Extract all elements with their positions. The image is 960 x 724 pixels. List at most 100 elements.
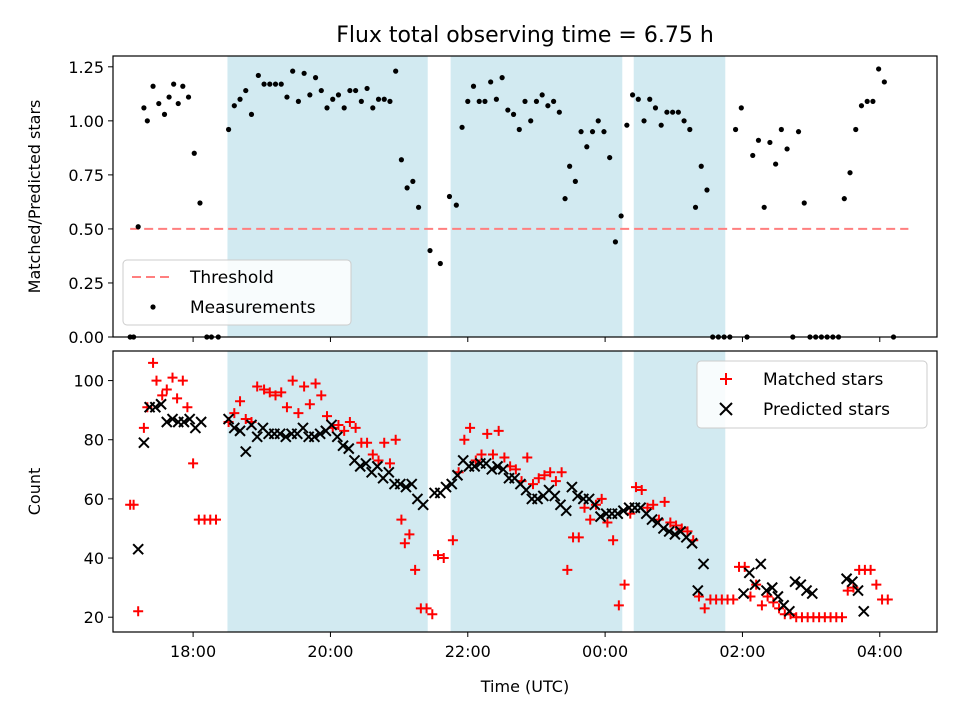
predicted-star-marker (405, 478, 418, 490)
matched-star-marker (157, 390, 168, 401)
predicted-star-marker (657, 522, 670, 535)
predicted-star-marker (400, 481, 412, 493)
legend-box (122, 259, 352, 326)
matched-star-marker (476, 449, 487, 460)
measurement-point (562, 196, 568, 202)
predicted-star-marker (280, 431, 292, 443)
y-tick-label: 0.75 (68, 166, 104, 185)
matched-star-marker (167, 372, 178, 383)
matched-star-marker (404, 529, 415, 540)
measurement-point (398, 157, 404, 163)
matched-star-marker (774, 603, 785, 614)
matched-star-marker (487, 449, 498, 460)
measurement-point (510, 111, 517, 117)
measurement-point (248, 111, 255, 117)
matched-star-marker (842, 585, 853, 596)
predicted-star-marker (611, 507, 624, 520)
matched-star-marker (671, 520, 682, 531)
matched-star-marker (379, 437, 390, 448)
measurement-point (847, 170, 853, 176)
measurement-point (330, 96, 336, 102)
measurement-point (381, 96, 387, 102)
predicted-star-marker (440, 481, 452, 493)
bottom-legend: Matched stars Predicted stars (696, 360, 928, 429)
matched-star-marker (138, 422, 149, 433)
matched-star-marker (229, 408, 240, 419)
matched-star-marker (148, 357, 159, 368)
predicted-star-marker (858, 605, 870, 618)
matched-star-marker (533, 473, 544, 484)
matched-star-marker (585, 514, 596, 525)
measurement-point (370, 105, 376, 111)
predicted-star-marker (354, 460, 366, 473)
matched-star-marker (270, 390, 281, 401)
matched-star-marker (151, 375, 162, 386)
measurement-point (618, 213, 624, 219)
predicted-star-marker (846, 576, 859, 588)
matched-star-marker (602, 517, 613, 528)
matched-star-marker (579, 502, 590, 513)
matched-star-marker (344, 416, 355, 427)
measurement-point (505, 107, 511, 113)
predicted-star-marker (195, 416, 207, 428)
predicted-star-marker (520, 484, 532, 496)
measurement-point (841, 196, 847, 202)
measurement-point (459, 124, 465, 130)
measurement-points (127, 66, 897, 340)
bottom-y-axis-label: Count (25, 468, 44, 516)
predicted-star-marker (646, 513, 658, 526)
predicted-star-marker (308, 431, 321, 443)
measurement-point (261, 81, 267, 87)
matched-star-marker (390, 434, 401, 445)
measurement-point (353, 87, 359, 94)
matched-star-marker (619, 579, 630, 590)
predicted-star-marker (800, 584, 813, 597)
predicted-star-marker (383, 466, 395, 478)
measurement-point (175, 100, 181, 107)
measurement-point (135, 224, 141, 230)
measurement-point (231, 103, 237, 109)
legend-box (696, 360, 928, 429)
measurement-point (761, 204, 767, 210)
measurement-point (773, 161, 779, 167)
predicted-star-marker (852, 584, 864, 597)
measurement-point (704, 187, 710, 193)
legend-threshold-label: Threshold (189, 268, 274, 288)
measurement-point (652, 105, 659, 111)
measurement-point (755, 137, 762, 143)
x-tick-label: 02:00 (719, 642, 765, 661)
x-tick-label: 20:00 (307, 642, 353, 661)
measurement-point (732, 126, 739, 133)
predicted-star-marker (549, 490, 561, 502)
matched-star-marker (373, 455, 384, 466)
measurement-point (551, 98, 557, 104)
measurement-point (578, 129, 584, 135)
measurement-point (784, 146, 790, 152)
matched-star-marker (322, 411, 333, 422)
measurement-point (324, 105, 330, 111)
predicted-star-marker (446, 478, 458, 490)
measurement-point (387, 98, 393, 104)
axes-frame (112, 55, 938, 338)
matched-star-marker (470, 455, 481, 466)
measurement-point (670, 109, 676, 115)
bottom-shaded-intervals (227, 351, 726, 632)
matched-star-marker (410, 564, 421, 575)
matched-star-marker (172, 393, 183, 404)
predicted-star-marker (783, 605, 796, 618)
predicted-star-marker (737, 587, 750, 600)
matched-star-marker (682, 526, 693, 537)
matched-star-marker (539, 470, 550, 481)
predicted-star-marker (486, 463, 498, 476)
measurement-point (750, 152, 756, 159)
matched-star-marker (865, 564, 876, 575)
measurement-point (225, 126, 232, 133)
matched-star-marker (304, 399, 315, 410)
measurement-point (437, 260, 443, 267)
matched-star-marker (573, 532, 584, 543)
measurement-point (584, 144, 590, 150)
x-tick-label: 18:00 (170, 642, 216, 661)
measurement-point (156, 100, 162, 107)
measurement-point (290, 68, 296, 74)
measurement-point (393, 68, 399, 74)
